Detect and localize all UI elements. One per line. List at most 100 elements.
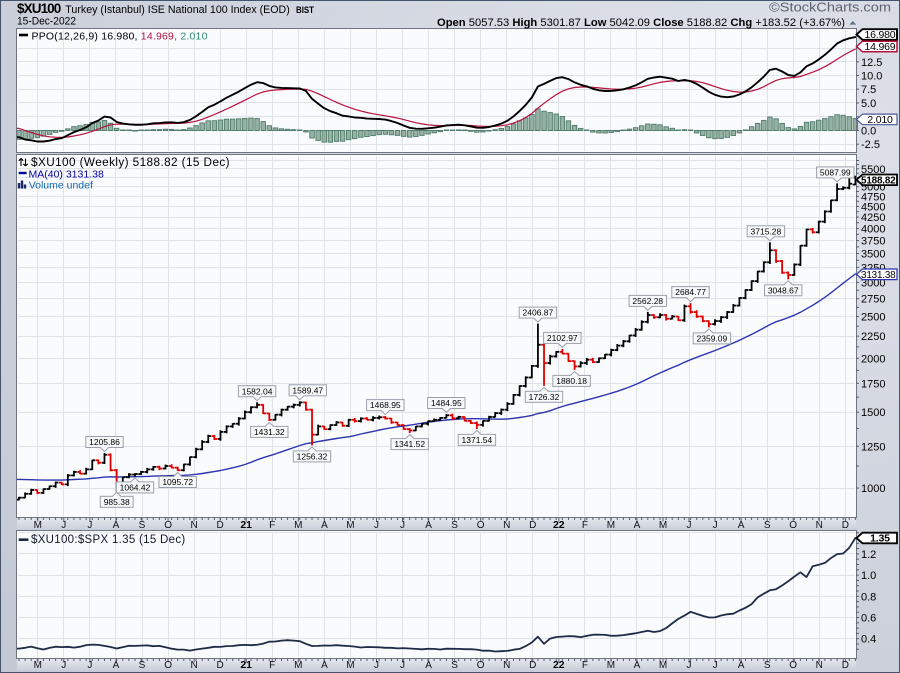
svg-text:3715.28: 3715.28 [751,226,782,236]
svg-text:5188.82: 5188.82 [861,174,896,186]
svg-text:N: N [190,660,197,671]
svg-text:21: 21 [240,519,252,531]
svg-text:Open 5057.53 High 5301.87 Low: Open 5057.53 High 5301.87 Low 5042.09 Cl… [437,17,845,29]
svg-text:985.38: 985.38 [104,497,130,507]
svg-text:1205.86: 1205.86 [89,437,120,447]
svg-text:2500: 2500 [861,312,885,324]
svg-text:1.35: 1.35 [870,533,890,545]
svg-text:D: D [529,660,536,671]
svg-text:3750: 3750 [861,236,885,248]
svg-text:J: J [713,520,718,531]
svg-text:J: J [687,660,692,671]
svg-text:PPO(12,26,9) 16.980, 14.969, 2: PPO(12,26,9) 16.980, 14.969, 2.010 [32,30,208,42]
svg-text:A: A [738,520,745,531]
svg-text:M: M [34,660,42,671]
svg-text:0.8: 0.8 [861,591,876,603]
svg-text:O: O [789,520,797,531]
svg-text:J: J [687,520,692,531]
svg-text:2406.87: 2406.87 [523,308,554,318]
svg-text:J: J [400,660,405,671]
svg-text:1064.42: 1064.42 [120,483,151,493]
svg-text:O: O [477,660,485,671]
svg-text:0.0: 0.0 [861,126,876,138]
svg-text:1582.04: 1582.04 [242,386,273,396]
svg-text:2359.09: 2359.09 [697,334,728,344]
svg-text:$XU100 (Weekly) 5188.82 (15 De: $XU100 (Weekly) 5188.82 (15 Dec) [31,157,230,169]
svg-text:-2.5: -2.5 [861,139,880,151]
svg-text:N: N [816,660,823,671]
svg-text:5500: 5500 [861,164,885,176]
svg-text:J: J [87,520,92,531]
svg-text:F: F [582,520,588,531]
svg-text:A: A [738,660,745,671]
svg-text:M: M [659,660,667,671]
svg-text:2000: 2000 [861,353,885,365]
svg-text:A: A [425,660,432,671]
svg-text:D: D [842,660,849,671]
svg-text:J: J [713,660,718,671]
svg-text:4500: 4500 [861,201,885,213]
svg-text:4250: 4250 [861,212,885,224]
svg-text:J: J [374,660,379,671]
svg-text:M: M [607,520,615,531]
svg-text:O: O [164,660,172,671]
svg-text:1000: 1000 [861,483,885,495]
svg-text:1256.32: 1256.32 [297,452,328,462]
svg-text:2102.97: 2102.97 [547,333,578,343]
svg-text:D: D [216,520,223,531]
svg-text:M: M [346,520,354,531]
svg-text:M: M [294,660,302,671]
svg-text:F: F [582,660,588,671]
svg-text:F: F [269,520,275,531]
svg-text:$XU100:$SPX 1.35 (15 Dec): $XU100:$SPX 1.35 (15 Dec) [31,534,186,546]
svg-text:3000: 3000 [861,277,885,289]
svg-text:A: A [113,520,120,531]
svg-text:D: D [216,660,223,671]
svg-text:D: D [842,520,849,531]
svg-text:$XU100: $XU100 [17,1,61,16]
svg-text:1431.32: 1431.32 [254,427,285,437]
svg-text:4000: 4000 [861,224,885,236]
svg-text:M: M [659,520,667,531]
svg-text:1341.52: 1341.52 [394,439,425,449]
svg-text:S: S [764,660,771,671]
svg-text:A: A [321,520,328,531]
svg-text:3500: 3500 [861,249,885,261]
svg-text:0.4: 0.4 [861,634,876,646]
svg-text:1750: 1750 [861,378,885,390]
svg-text:3048.67: 3048.67 [768,285,799,295]
svg-text:S: S [451,660,458,671]
svg-text:22: 22 [553,659,565,671]
svg-text:2750: 2750 [861,294,885,306]
svg-text:A: A [634,660,641,671]
svg-text:3131.38: 3131.38 [861,269,896,281]
svg-text:M: M [294,520,302,531]
svg-text:4750: 4750 [861,191,885,203]
svg-text:2562.28: 2562.28 [632,296,663,306]
svg-text:2.010: 2.010 [867,114,893,126]
svg-text:5087.99: 5087.99 [820,168,851,178]
svg-text:J: J [87,660,92,671]
svg-text:A: A [634,520,641,531]
svg-text:MA(40) 3131.38: MA(40) 3131.38 [29,168,104,180]
svg-text:N: N [503,520,510,531]
svg-text:1468.95: 1468.95 [370,400,401,410]
svg-text:M: M [34,520,42,531]
svg-text:1880.18: 1880.18 [556,376,587,386]
svg-text:15-Dec-2022: 15-Dec-2022 [17,16,76,28]
svg-text:D: D [529,520,536,531]
svg-text:O: O [789,660,797,671]
svg-text:10.0: 10.0 [861,71,882,83]
svg-text:S: S [139,660,146,671]
svg-text:1371.54: 1371.54 [462,435,493,445]
svg-text:1095.72: 1095.72 [162,477,193,487]
svg-text:J: J [61,660,66,671]
svg-text:0.6: 0.6 [861,613,876,625]
svg-text:1.2: 1.2 [861,549,876,561]
svg-text:F: F [269,660,275,671]
svg-text:1726.32: 1726.32 [529,392,560,402]
svg-text:22: 22 [553,519,565,531]
svg-text:14.969: 14.969 [865,41,896,53]
svg-text:M: M [607,660,615,671]
svg-text:J: J [374,520,379,531]
